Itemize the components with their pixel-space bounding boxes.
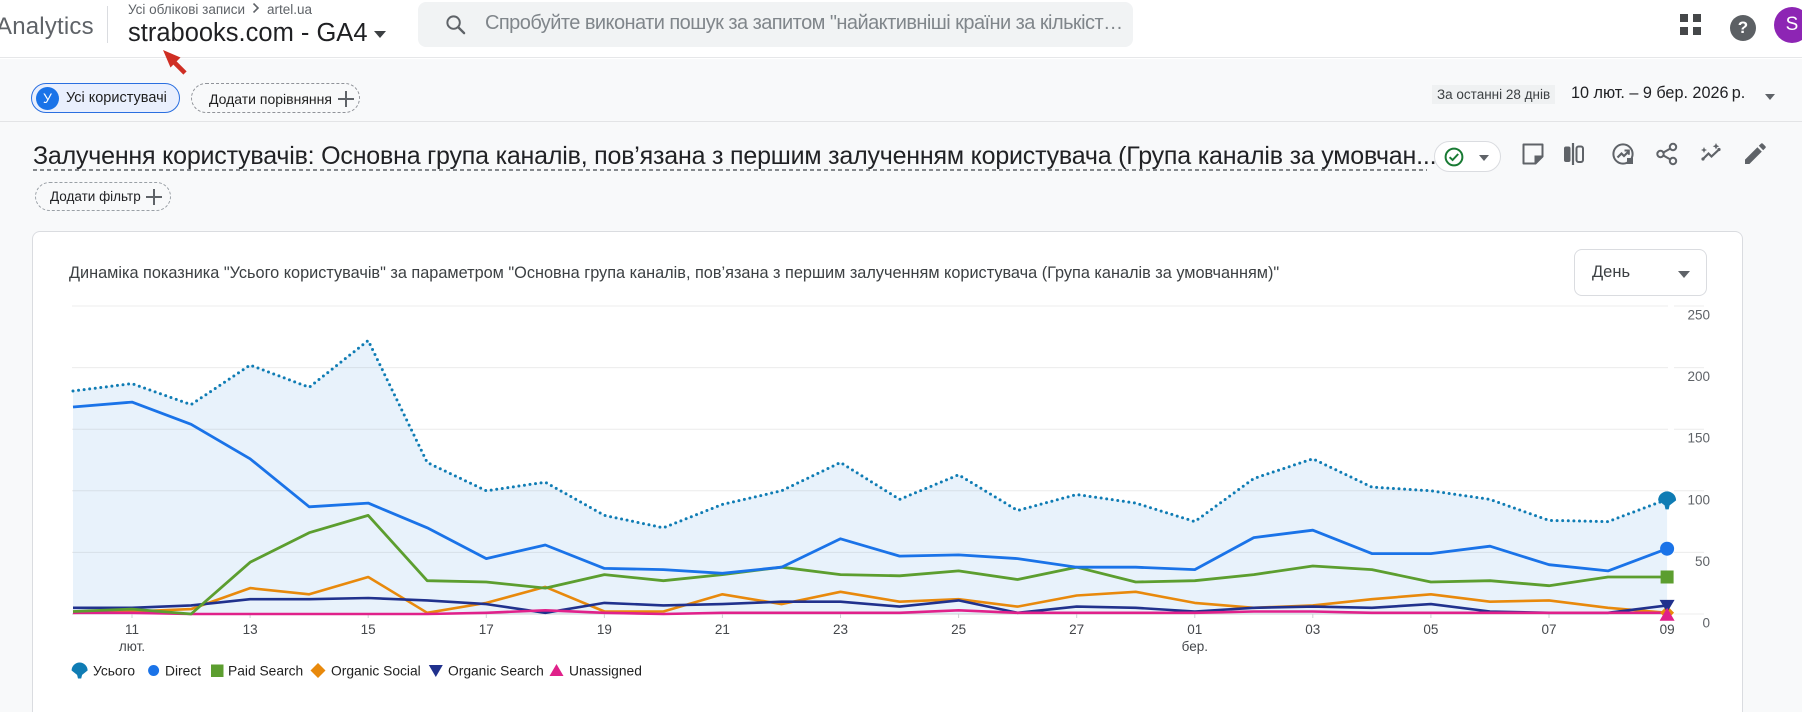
svg-text:23: 23 [833, 622, 848, 637]
svg-text:07: 07 [1541, 622, 1556, 637]
svg-text:Organic Social: Organic Social [331, 664, 421, 679]
svg-text:100: 100 [1687, 492, 1710, 507]
svg-text:200: 200 [1687, 369, 1710, 384]
svg-text:13: 13 [243, 622, 258, 637]
svg-text:150: 150 [1687, 431, 1710, 446]
svg-text:05: 05 [1423, 622, 1438, 637]
svg-text:09: 09 [1660, 622, 1675, 637]
svg-text:Unassigned: Unassigned [569, 664, 642, 679]
svg-text:Direct: Direct [165, 664, 201, 679]
svg-text:Усього: Усього [93, 664, 135, 679]
svg-text:17: 17 [479, 622, 494, 637]
svg-text:лют.: лют. [119, 639, 145, 654]
svg-text:11: 11 [125, 622, 139, 637]
svg-text:01: 01 [1187, 622, 1202, 637]
svg-text:бер.: бер. [1182, 639, 1208, 654]
svg-text:03: 03 [1305, 622, 1320, 637]
svg-text:27: 27 [1069, 622, 1084, 637]
svg-text:0: 0 [1702, 616, 1710, 631]
svg-text:21: 21 [715, 622, 730, 637]
svg-text:15: 15 [361, 622, 376, 637]
svg-text:Paid Search: Paid Search [228, 664, 303, 679]
svg-text:250: 250 [1687, 308, 1710, 323]
svg-text:50: 50 [1695, 554, 1710, 569]
svg-text:Organic Search: Organic Search [448, 664, 544, 679]
svg-text:19: 19 [597, 622, 612, 637]
svg-text:25: 25 [951, 622, 966, 637]
